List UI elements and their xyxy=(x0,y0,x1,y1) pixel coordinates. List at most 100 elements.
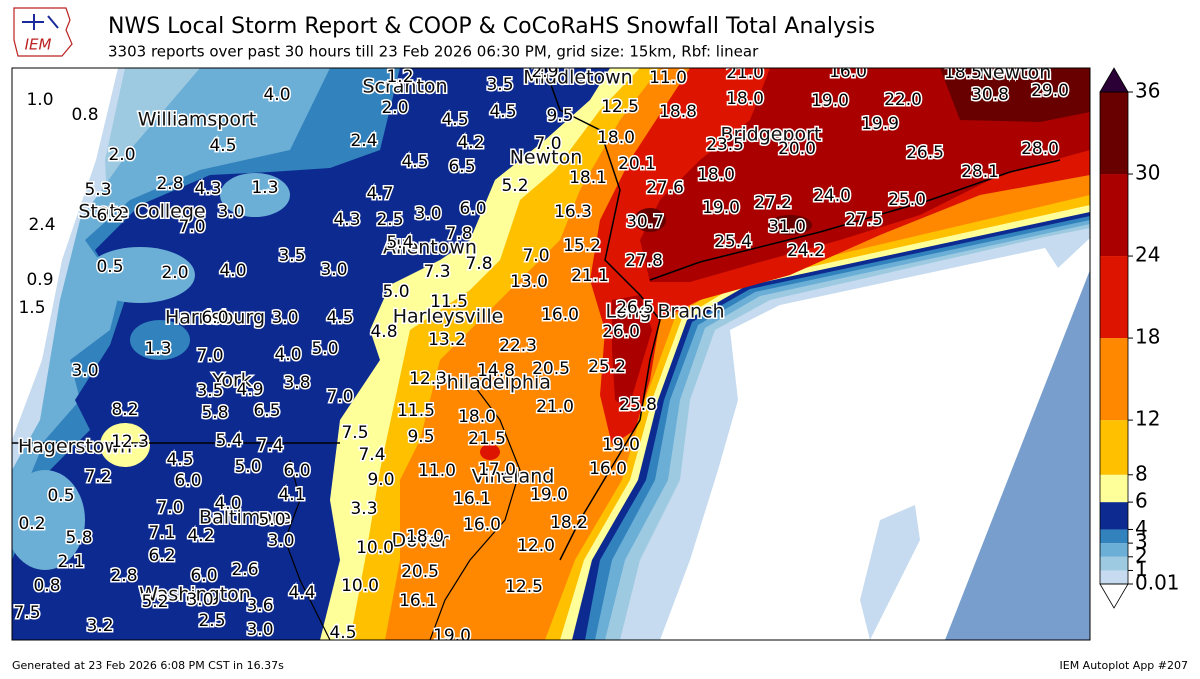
station-value: 28.0 xyxy=(1021,139,1059,159)
station-value: 7.5 xyxy=(341,423,368,443)
station-value: 3.0 xyxy=(267,531,294,551)
station-value: 7.1 xyxy=(148,523,175,543)
station-value: 20.5 xyxy=(532,359,570,379)
station-value: 19.9 xyxy=(861,114,899,134)
coastline xyxy=(284,459,331,640)
station-value: 3.0 xyxy=(320,260,347,280)
station-value: 4.3 xyxy=(194,179,221,199)
map: Scranton Middletown Newton Williamsport Newt… xyxy=(12,62,1090,640)
colorbar-tick-label: 36 xyxy=(1135,79,1160,103)
station-value: 27.5 xyxy=(845,210,883,230)
station-value: 7.0 xyxy=(178,217,205,237)
station-value: 2.5 xyxy=(198,611,225,631)
station-value: 18.0 xyxy=(597,128,635,148)
station-value: 4.7 xyxy=(366,184,393,204)
station-value: 4.5 xyxy=(441,110,468,130)
station-value: 7.4 xyxy=(358,445,385,465)
station-value: 11.5 xyxy=(397,401,435,421)
colorbar-tick-label: 8 xyxy=(1135,461,1148,485)
colorbar-segment xyxy=(1100,543,1128,557)
station-value: 4.0 xyxy=(219,261,246,281)
coastline xyxy=(429,379,521,640)
station-value: 9.5 xyxy=(407,427,434,447)
contour xyxy=(612,295,652,410)
station-value: 14.8 xyxy=(477,361,515,381)
station-value: 16.0 xyxy=(589,459,627,479)
station-value: 4.5 xyxy=(326,308,353,328)
contour xyxy=(640,68,1090,282)
contour xyxy=(130,320,190,360)
city-label: Bridgeport xyxy=(721,124,822,146)
city-label: Harleysville xyxy=(393,306,504,328)
station-value: 5.2 xyxy=(141,592,168,612)
station-value: 11.5 xyxy=(430,292,468,312)
station-value: 18.0 xyxy=(726,89,764,109)
coastline xyxy=(649,159,1061,281)
colorbar-segment xyxy=(1100,256,1128,339)
station-value: 15.2 xyxy=(563,236,601,256)
station-value: 17.0 xyxy=(478,460,516,480)
footer-right: IEM Autoplot App #207 xyxy=(1060,659,1189,672)
station-value: 3.0 xyxy=(71,361,98,381)
station-value: 7.8 xyxy=(465,254,492,274)
station-value: 4.2 xyxy=(457,133,484,153)
colorbar-tick-label: 18 xyxy=(1135,325,1160,349)
station-value: 12.5 xyxy=(505,577,543,597)
station-value: 0.5 xyxy=(96,257,123,277)
station-value: 13.2 xyxy=(428,330,466,350)
station-value: 5.2 xyxy=(501,176,528,196)
station-value: 6.0 xyxy=(283,461,310,481)
station-value: 7.0 xyxy=(156,498,183,518)
station-value: 2.4 xyxy=(350,131,377,151)
station-value: 2.0 xyxy=(381,98,408,118)
station-value: 25.8 xyxy=(619,395,657,415)
station-value: 5.8 xyxy=(65,528,92,548)
colorbar-segment xyxy=(1100,570,1128,584)
colorbar-segment xyxy=(1100,420,1128,475)
colorbar-tick-label: 1 xyxy=(1135,557,1148,581)
contour xyxy=(480,444,500,460)
city-label: Middletown xyxy=(523,67,632,89)
station-value: 3.5 xyxy=(486,75,513,95)
station-value: 4.2 xyxy=(187,526,214,546)
station-value: 21.1 xyxy=(571,266,609,286)
station-value: 18.8 xyxy=(659,102,697,122)
contour xyxy=(12,470,85,570)
colorbar-tick-label: 3 xyxy=(1135,530,1148,554)
station-value: 2.0 xyxy=(108,145,135,165)
contour xyxy=(768,215,812,235)
station-value: 3.0 xyxy=(186,590,213,610)
colorbar-tick-label: 0.01 xyxy=(1135,571,1180,595)
station-value: 19.0 xyxy=(602,435,640,455)
station-value: 25.2 xyxy=(588,357,626,377)
station-value: 12.3 xyxy=(409,369,447,389)
station-value: 20.1 xyxy=(618,154,656,174)
colorbar-segment xyxy=(1100,92,1128,175)
labels: Scranton Middletown Newton Williamsport Newt… xyxy=(12,62,1070,640)
no-snow-area xyxy=(12,68,118,440)
station-value: 26.0 xyxy=(602,322,640,342)
city-label: Baltimore xyxy=(199,507,291,529)
station-value: 3.5 xyxy=(196,381,223,401)
subtitle: 3303 reports over past 30 hours till 23 … xyxy=(108,43,759,61)
city-label: Newton xyxy=(979,62,1052,84)
station-value: 1.3 xyxy=(144,339,171,359)
station-value: 0.8 xyxy=(71,105,98,125)
colorbar-under xyxy=(1099,583,1129,609)
station-value: 0.5 xyxy=(47,486,74,506)
station-value: 5.0 xyxy=(382,282,409,302)
station-value: 7.8 xyxy=(445,224,472,244)
station-value: 12.0 xyxy=(517,536,555,556)
colorbar-segment xyxy=(1100,338,1128,421)
station-value: 4.3 xyxy=(333,210,360,230)
coastline xyxy=(544,68,661,561)
station-value: 23.5 xyxy=(706,135,744,155)
station-value: 5.4 xyxy=(386,233,413,253)
station-value: 7.3 xyxy=(423,262,450,282)
colorbar-tick-label: 6 xyxy=(1135,489,1148,513)
city-label: Harrisburg xyxy=(165,307,265,329)
station-value: 5.8 xyxy=(201,403,228,423)
station-value: 7.2 xyxy=(84,467,111,487)
station-value: 18.0 xyxy=(697,165,735,185)
station-value: 3.2 xyxy=(86,616,113,636)
